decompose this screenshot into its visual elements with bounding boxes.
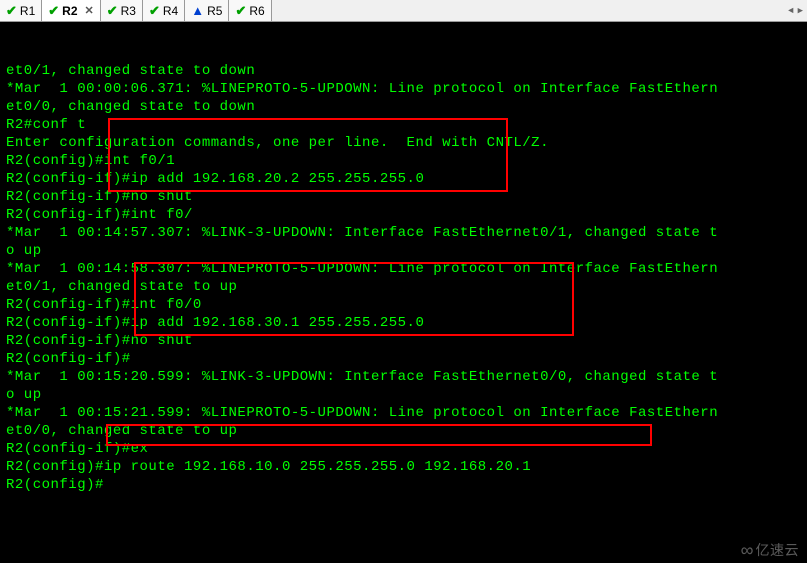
terminal-line: R2(config)# [6, 476, 801, 494]
terminal-line: *Mar 1 00:15:21.599: %LINEPROTO-5-UPDOWN… [6, 404, 801, 422]
tab-label: R5 [207, 4, 222, 18]
watermark-logo-icon: ∞ [741, 541, 752, 559]
scroll-right-icon[interactable]: ▶ [798, 6, 803, 16]
terminal-line: et0/1, changed state to up [6, 278, 801, 296]
close-icon[interactable]: ✕ [85, 4, 94, 17]
terminal-line: R2(config-if)#ip add 192.168.20.2 255.25… [6, 170, 801, 188]
terminal-line: R2(config-if)#int f0/0 [6, 296, 801, 314]
terminal-line: R2(config-if)#ex [6, 440, 801, 458]
terminal-line: R2(config)#int f0/1 [6, 152, 801, 170]
terminal-line: *Mar 1 00:14:57.307: %LINK-3-UPDOWN: Int… [6, 224, 801, 242]
tab-r5[interactable]: ▲R5 [185, 0, 229, 21]
terminal-line: R2(config-if)#no shut [6, 188, 801, 206]
tab-r3[interactable]: ✔R3 [101, 0, 143, 21]
terminal-line: R2(config-if)# [6, 350, 801, 368]
tab-label: R6 [249, 4, 264, 18]
terminal-line: et0/0, changed state to down [6, 98, 801, 116]
terminal-line: et0/0, changed state to up [6, 422, 801, 440]
tab-r6[interactable]: ✔R6 [229, 0, 271, 21]
tab-label: R4 [163, 4, 178, 18]
scroll-left-icon[interactable]: ◄ [788, 6, 793, 16]
tab-r4[interactable]: ✔R4 [143, 0, 185, 21]
terminal-line: R2(config-if)#ip add 192.168.30.1 255.25… [6, 314, 801, 332]
check-icon: ✔ [6, 3, 17, 19]
check-icon: ✔ [107, 3, 118, 19]
tab-gutter: ◄▶ [272, 0, 807, 21]
tab-r1[interactable]: ✔R1 [0, 0, 42, 21]
terminal-line: R2#conf t [6, 116, 801, 134]
watermark: ∞ 亿速云 [741, 541, 799, 559]
terminal-line: Enter configuration commands, one per li… [6, 134, 801, 152]
terminal-line: *Mar 1 00:00:06.371: %LINEPROTO-5-UPDOWN… [6, 80, 801, 98]
terminal-line: *Mar 1 00:14:58.307: %LINEPROTO-5-UPDOWN… [6, 260, 801, 278]
check-icon: ✔ [149, 3, 160, 19]
terminal-line: *Mar 1 00:15:20.599: %LINK-3-UPDOWN: Int… [6, 368, 801, 386]
warning-icon: ▲ [191, 3, 204, 18]
tab-label: R2 [62, 4, 77, 18]
terminal-line: R2(config-if)#int f0/ [6, 206, 801, 224]
terminal-line: et0/1, changed state to down [6, 62, 801, 80]
terminal-line: R2(config-if)#no shut [6, 332, 801, 350]
tab-bar: ✔R1✔R2✕✔R3✔R4▲R5✔R6◄▶ [0, 0, 807, 22]
terminal-output[interactable]: et0/1, changed state to down*Mar 1 00:00… [0, 22, 807, 563]
watermark-text: 亿速云 [756, 541, 800, 559]
terminal-line: R2(config)#ip route 192.168.10.0 255.255… [6, 458, 801, 476]
check-icon: ✔ [235, 3, 246, 19]
terminal-line: o up [6, 386, 801, 404]
terminal-line: o up [6, 242, 801, 260]
tab-label: R3 [121, 4, 136, 18]
check-icon: ✔ [48, 3, 59, 19]
tab-label: R1 [20, 4, 35, 18]
tab-r2[interactable]: ✔R2 ✕ [42, 0, 100, 21]
